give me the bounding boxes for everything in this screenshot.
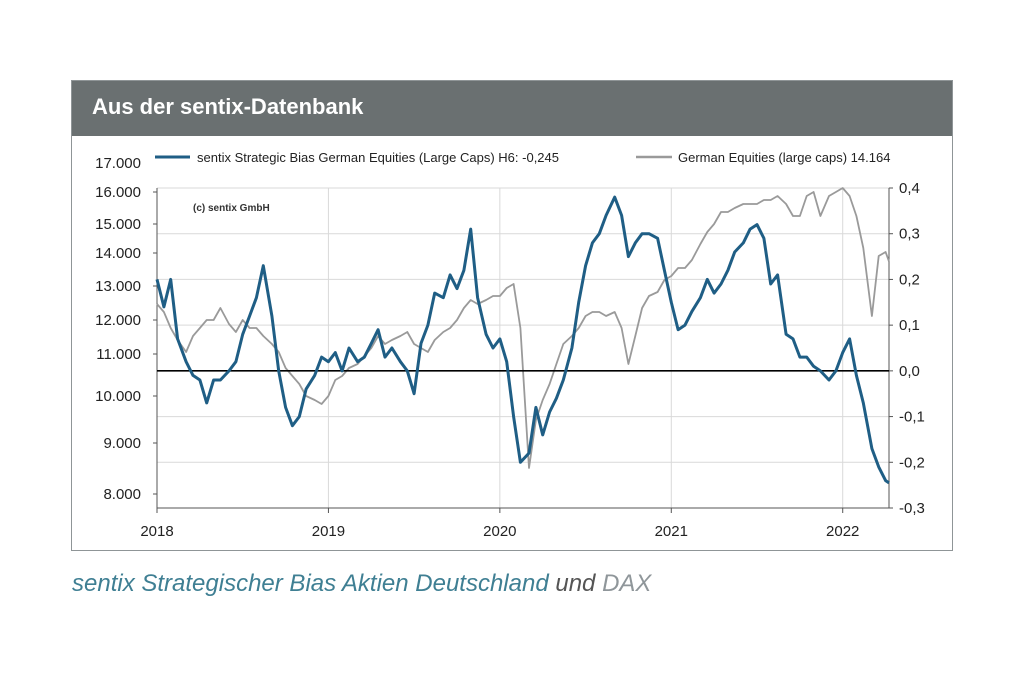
y-left-tick-label: 8.000	[103, 486, 141, 503]
sentix-bias-line	[155, 195, 890, 485]
y-left-tick-label: 15.000	[95, 216, 141, 233]
y-left-tick-label: 11.000	[96, 346, 141, 363]
y-right-tick-label: 0,1	[899, 317, 920, 334]
y-left-tick-label: 13.000	[95, 278, 141, 295]
y-right-tick-label: 0,4	[899, 180, 920, 197]
panel-title: Aus der sentix-Datenbank	[92, 94, 364, 119]
figure-caption: sentix Strategischer Bias Aktien Deutsch…	[72, 570, 651, 598]
legend-label-dax: German Equities (large caps) 14.164	[678, 150, 890, 165]
y-right-tick-label: 0,2	[899, 271, 920, 288]
caption-connector: und	[555, 570, 596, 597]
y-left-tick-label: 14.000	[95, 245, 141, 262]
y-right-tick-label: -0,1	[899, 409, 925, 426]
y-right-tick-label: 0,3	[899, 226, 920, 243]
y-left-tick-label: 12.000	[95, 312, 141, 329]
x-tick-label: 2020	[483, 523, 516, 540]
y-right-tick-label: -0,2	[899, 454, 925, 471]
legend-label-sentix: sentix Strategic Bias German Equities (L…	[197, 150, 559, 165]
copyright-label: (c) sentix GmbH	[193, 203, 270, 214]
y-left-tick-label: 16.000	[95, 184, 141, 201]
chart-panel: Aus der sentix-Datenbank	[71, 80, 953, 551]
axes: 17.000 16.000 15.000 14.000 13.000 12.000 11.0…	[95, 155, 925, 540]
x-tick-label: 2019	[312, 523, 345, 540]
y-left-tick-label: 9.000	[103, 435, 141, 452]
x-tick-label: 2022	[826, 523, 859, 540]
y-left-tick-label: 17.000	[95, 155, 141, 172]
y-right-tick-label: -0,3	[899, 500, 925, 517]
series	[155, 187, 890, 485]
y-left-tick-label: 10.000	[95, 388, 141, 405]
caption-series-name: sentix Strategischer Bias Aktien Deutsch…	[72, 570, 549, 597]
legend: sentix Strategic Bias German Equities (L…	[155, 150, 890, 165]
caption-index-name: DAX	[602, 570, 652, 597]
y-right-tick-label: 0,0	[899, 363, 920, 380]
panel-header: Aus der sentix-Datenbank	[72, 81, 952, 136]
x-tick-label: 2018	[140, 523, 173, 540]
dax-line	[156, 187, 890, 469]
x-tick-label: 2021	[655, 523, 688, 540]
